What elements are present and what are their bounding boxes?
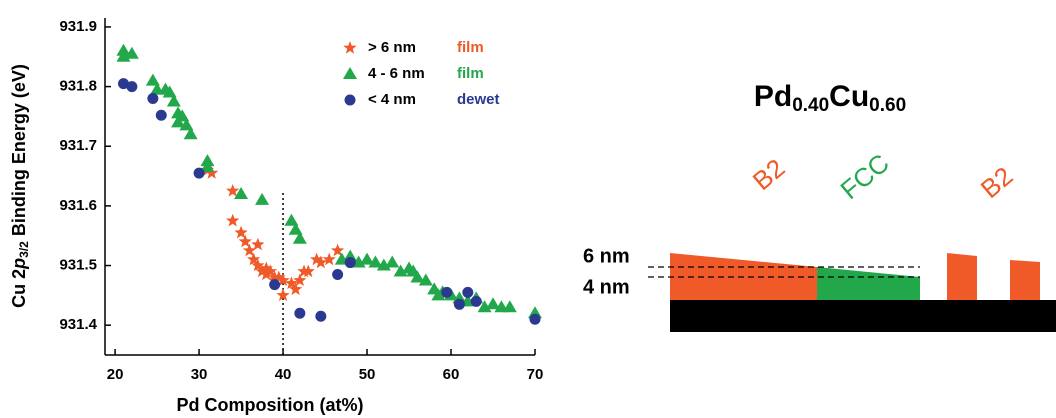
- data-point: [530, 314, 541, 325]
- phase-label: B2: [747, 153, 791, 196]
- legend-marker: [343, 67, 357, 79]
- substrate: [670, 300, 1056, 332]
- data-point: [471, 296, 482, 307]
- data-point: [126, 81, 137, 92]
- phase-label: FCC: [835, 148, 895, 205]
- x-tick-label: 70: [527, 366, 544, 383]
- data-point: [462, 287, 473, 298]
- thickness-label: 4 nm: [583, 276, 630, 298]
- x-tick-label: 60: [443, 366, 460, 383]
- y-tick-label: 931.9: [59, 18, 97, 35]
- thickness-label: 6 nm: [583, 245, 630, 267]
- y-tick-label: 931.4: [59, 316, 97, 333]
- legend-marker: [345, 95, 356, 106]
- legend-label: > 6 nm: [368, 39, 416, 56]
- data-point: [194, 168, 205, 179]
- legend-tag: film: [457, 39, 484, 56]
- data-point: [255, 193, 269, 205]
- legend-tag: dewet: [457, 91, 500, 108]
- data-point: [226, 214, 239, 227]
- y-axis-label: Cu 2p3/2 Binding Energy (eV): [9, 64, 31, 308]
- data-point: [345, 257, 356, 268]
- x-tick-label: 30: [191, 366, 208, 383]
- data-point: [385, 256, 399, 268]
- fcc-wedge: [817, 267, 920, 300]
- data-point: [294, 308, 305, 319]
- data-point: [315, 311, 326, 322]
- x-tick-label: 40: [275, 366, 292, 383]
- legend-label: 4 - 6 nm: [368, 65, 425, 82]
- b2-island: [947, 253, 977, 300]
- data-point: [441, 287, 452, 298]
- diagram-title: Pd0.40Cu0.60: [754, 80, 906, 116]
- x-tick-label: 20: [107, 366, 124, 383]
- data-point: [269, 279, 280, 290]
- data-point: [147, 93, 158, 104]
- figure: 6 nm 4 nm B2 FCC B2 Pd0.40Cu0.60 Pd Comp…: [0, 0, 1056, 418]
- b2-island: [1010, 260, 1040, 300]
- data-point: [156, 110, 167, 121]
- y-tick-label: 931.8: [59, 78, 97, 95]
- data-point: [454, 299, 465, 310]
- legend-marker: [343, 41, 356, 54]
- x-tick-label: 50: [359, 366, 376, 383]
- legend-tag: film: [457, 65, 484, 82]
- y-tick-label: 931.7: [59, 137, 97, 154]
- y-tick-label: 931.6: [59, 197, 97, 214]
- legend-label: < 4 nm: [368, 91, 416, 108]
- data-point: [323, 253, 336, 266]
- y-tick-label: 931.5: [59, 256, 97, 273]
- data-point: [332, 269, 343, 280]
- phase-label: B2: [975, 161, 1019, 204]
- x-axis-label: Pd Composition (at%): [177, 395, 364, 415]
